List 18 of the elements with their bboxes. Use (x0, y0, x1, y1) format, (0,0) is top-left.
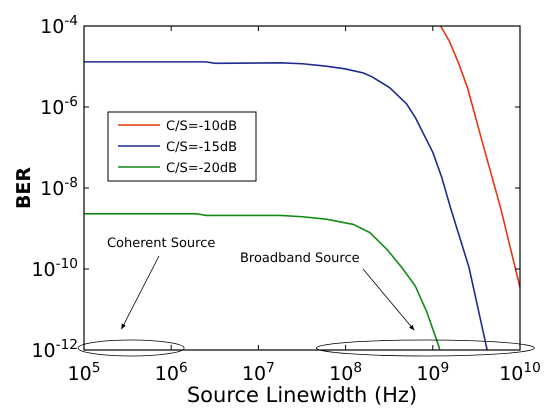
x-tick-label: 10$^{9}$ (416, 360, 450, 385)
annotation: Broadband Source (240, 251, 360, 266)
x-tick-label: 10$^{8}$ (329, 360, 362, 385)
y-axis-title: BER (13, 166, 35, 210)
x-tick-label: 10$^{10}$ (499, 360, 541, 385)
legend-label: C/S=-20dB (166, 161, 238, 176)
y-tick-label: 10$^{-12}$ (31, 337, 78, 362)
annotation: Coherent Source (106, 236, 216, 251)
y-tick-label: 10$^{-4}$ (40, 13, 78, 38)
x-tick-label: 10$^{7}$ (242, 360, 275, 385)
y-tick-label: 10$^{-8}$ (40, 175, 78, 200)
y-tick-label: 10$^{-10}$ (31, 256, 78, 281)
legend-label: C/S=-15dB (166, 140, 238, 155)
legend-label: C/S=-10dB (166, 119, 238, 134)
x-tick-label: 10$^{6}$ (154, 360, 188, 385)
x-tick-label: 10$^{5}$ (68, 360, 100, 385)
y-tick-label: 10$^{-6}$ (40, 94, 78, 119)
x-axis-title: Source Linewidth (Hz) (186, 383, 418, 407)
